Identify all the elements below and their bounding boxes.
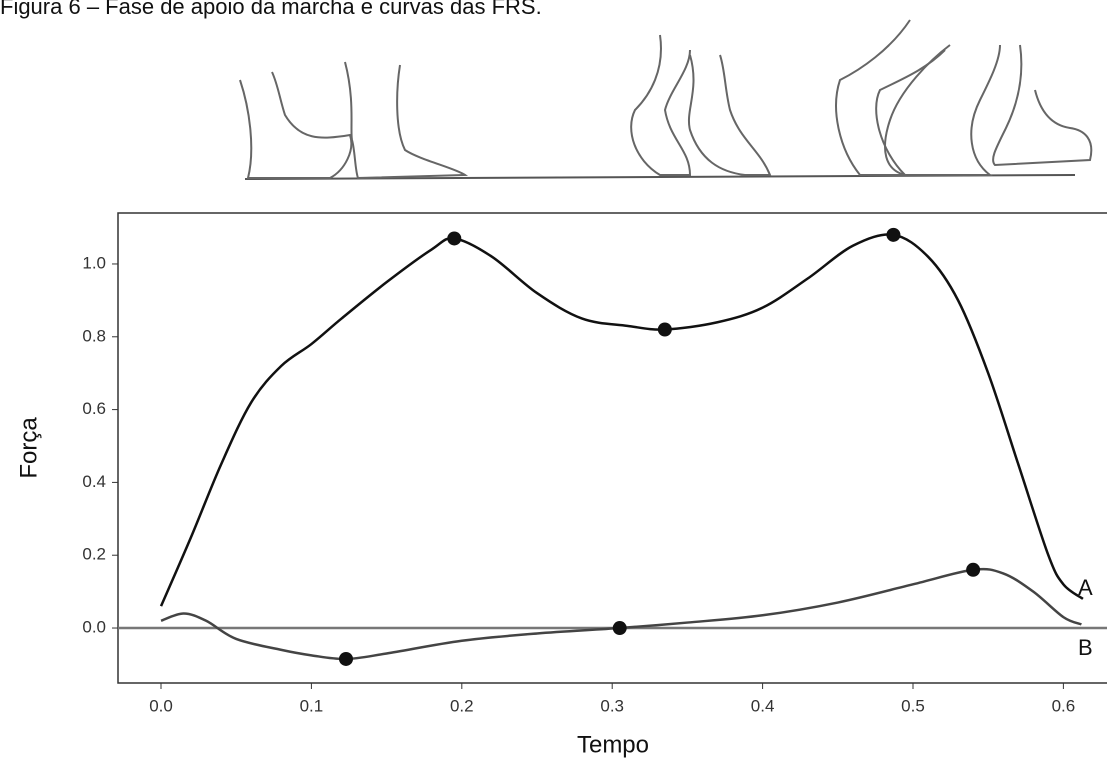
x-tick-label: 0.4 [751,696,775,715]
highlight-point [886,227,901,242]
x-tick-label: 0.3 [600,696,624,715]
y-tick-label: 0.6 [82,399,106,418]
y-tick-label: 1.0 [82,253,106,272]
y-tick-label: 0.8 [82,326,106,345]
y-tick-label: 0.2 [82,545,106,564]
highlight-point [966,562,981,577]
y-tick-label: 0.0 [82,618,106,637]
highlight-point [657,322,672,337]
series-label: B [1078,635,1093,660]
chart-title: Figura 6 – Fase de apoio da marcha e cur… [0,0,542,19]
plot-frame [117,212,1107,684]
series-label: A [1078,575,1093,600]
x-tick-label: 0.6 [1052,696,1076,715]
x-tick-label: 0.1 [300,696,324,715]
gait-illustration [239,19,1093,180]
highlight-point [447,231,462,246]
y-tick-label: 0.4 [82,472,106,491]
x-tick-label: 0.0 [149,696,173,715]
x-axis-label: Tempo [577,731,649,758]
highlight-point [612,621,627,636]
x-tick-label: 0.5 [901,696,925,715]
series-line [160,567,1082,661]
series-line [159,233,1084,607]
y-axis-label: Força [15,417,42,479]
highlight-point [338,651,353,666]
x-tick-label: 0.2 [450,696,474,715]
